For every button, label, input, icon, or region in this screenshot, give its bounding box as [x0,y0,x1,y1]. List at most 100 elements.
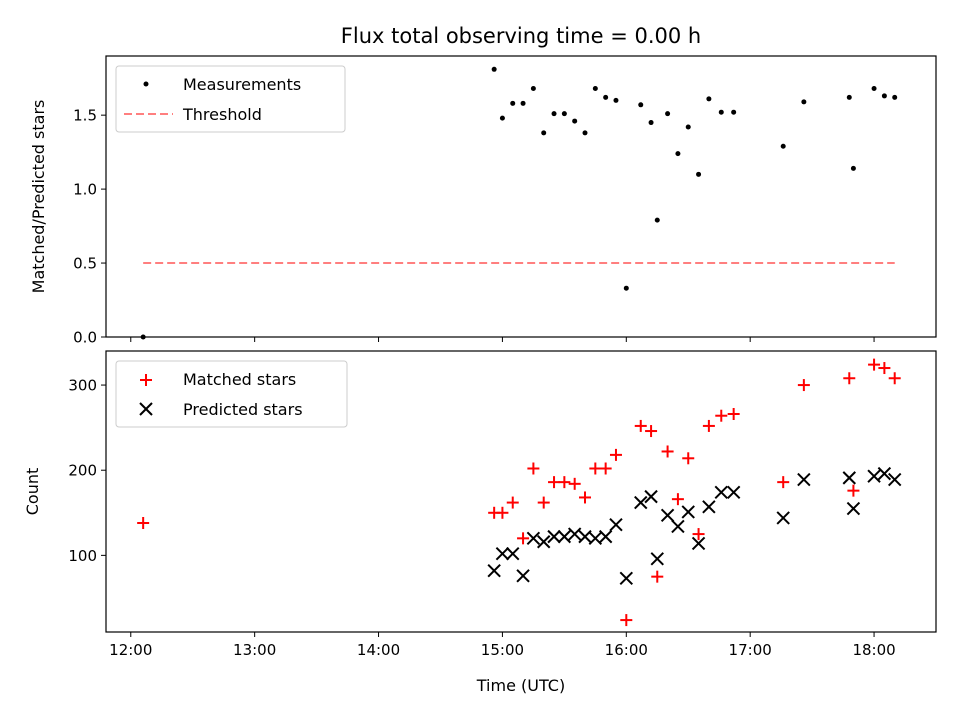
top-y-tick-label: 1.0 [73,181,97,199]
x-tick-label: 14:00 [357,641,400,659]
matched-stars-point [847,484,860,497]
measurements-point [780,143,786,149]
predicted-stars-point [887,472,902,487]
predicted-stars-point [726,485,741,500]
predicted-stars-point [691,536,706,551]
predicted-stars-point [776,511,790,525]
predicted-stars-point [588,531,603,546]
predicted-stars-point [877,466,892,481]
measurements-point [801,99,807,105]
bottom-y-tick-label: 300 [68,377,97,395]
predicted-stars-point [660,508,675,523]
legend-measurements-label: Measurements [183,75,301,94]
predicted-stars-point [619,571,634,586]
matched-stars-point [634,419,647,432]
matched-stars-point [579,491,592,504]
predicted-stars-point [634,495,648,510]
measurements-point [491,66,497,72]
predicted-stars-point [846,501,861,516]
measurements-point [551,111,557,117]
matched-stars-point [137,517,150,530]
matched-stars-point [661,445,674,458]
predicted-stars-point [547,529,561,544]
matched-stars-point [537,496,550,509]
x-tick-label: 15:00 [481,641,524,659]
top-plot-marks [140,66,898,340]
matched-stars-point [651,570,664,583]
measurements-point [871,86,877,92]
predicted-stars-point [526,531,541,546]
predicted-stars-point [495,546,510,561]
predicted-stars-point [609,518,623,532]
legend-threshold-label: Threshold [182,105,262,124]
predicted-stars-point [487,563,501,578]
top-panel: 0.0 0.5 1.0 1.5 Matched/Predicted stars Mea… [29,55,937,347]
predicted-stars-point [650,552,664,566]
matched-stars-point [692,528,705,541]
matched-stars-point [671,493,684,506]
matched-stars-point [682,452,695,465]
measurements-point [696,171,702,177]
legend-measurements-marker [143,81,149,87]
predicted-stars-point [506,546,520,561]
measurements-point [499,115,505,121]
x-tick-label: 17:00 [729,641,772,659]
measurements-point [613,97,619,103]
bottom-y-axis-label: Count [23,468,42,516]
measurements-point [718,109,724,115]
bottom-plot-marks [137,358,902,627]
measurements-point [892,94,898,100]
measurements-point [623,285,629,291]
predicted-stars-point [516,569,530,583]
bottom-plot-frame [105,350,937,633]
matched-stars-point [888,372,901,385]
measurements-point [881,93,887,99]
matched-stars-point [843,372,856,385]
legend-predicted-stars-marker [139,402,153,416]
matched-stars-point [878,362,891,375]
measurements-point [582,130,588,136]
legend-matched-stars-marker [140,374,152,386]
matched-stars-point [609,448,622,461]
measurements-point [685,124,691,130]
matched-stars-point [558,476,571,489]
predicted-stars-point [681,505,695,519]
measurements-point [510,100,516,106]
predicted-stars-point [867,469,881,483]
measurements-point [846,94,852,100]
matched-stars-point [702,419,715,432]
legend-predicted-stars-label: Predicted stars [183,400,303,419]
measurements-point [675,151,681,157]
predicted-stars-point [702,500,716,514]
matched-stars-point [777,476,790,489]
predicted-stars-point [842,471,856,485]
predicted-stars-point [557,529,572,544]
top-y-tick-label: 0.0 [73,329,97,347]
matched-stars-point [527,462,540,475]
matched-stars-point [727,408,740,421]
legend-matched-stars-label: Matched stars [183,370,296,389]
measurements-point [731,109,737,115]
x-tick-label: 12:00 [109,641,152,659]
top-y-tick-label: 0.5 [73,255,97,273]
matched-stars-point [568,477,581,490]
measurements-point [654,217,660,223]
top-legend: Measurements Threshold [115,65,346,133]
bottom-y-tick-label: 100 [68,547,97,565]
matched-stars-point [517,532,530,545]
bottom-legend: Matched stars Predicted stars [115,360,348,428]
measurements-point [850,165,856,171]
bottom-panel: 12:00 13:00 14:00 15:00 16:00 17:00 18:00 100 20… [23,350,937,695]
top-plot-frame [105,55,937,338]
predicted-stars-point [537,535,551,549]
predicted-stars-point [598,529,613,544]
measurements-point [561,111,567,117]
measurements-point [592,86,598,92]
bottom-ticks: 12:00 13:00 14:00 15:00 16:00 17:00 18:00 100 20… [68,377,895,659]
measurements-point [638,102,644,108]
matched-stars-point [496,506,509,519]
predicted-stars-point [578,529,592,544]
matched-stars-point [715,409,728,422]
measurements-point [706,96,712,102]
matched-stars-point [645,425,658,438]
